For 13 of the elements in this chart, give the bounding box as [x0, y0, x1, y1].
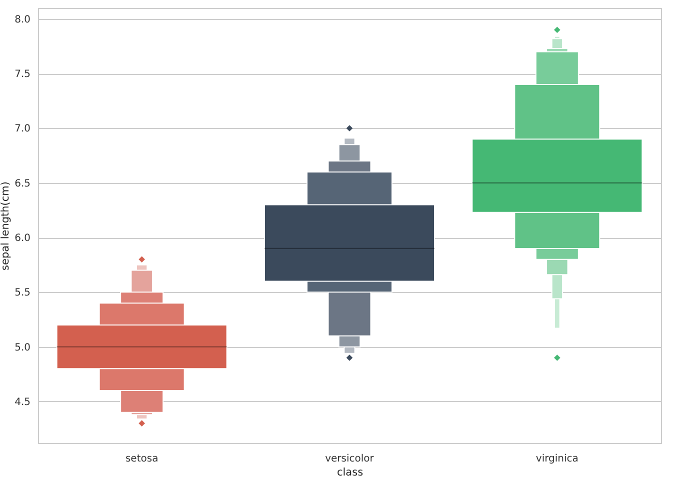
y-tick-label: 7.0: [14, 124, 30, 135]
y-tick-label: 6.5: [14, 178, 30, 190]
y-tick-label: 7.5: [14, 69, 30, 80]
y-tick-label: 8.0: [14, 14, 30, 26]
y-tick-label: 5.0: [14, 342, 30, 354]
y-tick-label: 4.5: [14, 396, 30, 408]
y-tick-label: 6.0: [14, 233, 30, 244]
y-axis-title: sepal length(cm): [0, 182, 12, 270]
x-tick-label: virginica: [536, 454, 578, 464]
x-tick-label: setosa: [125, 454, 158, 464]
y-tick-label: 5.5: [14, 288, 30, 299]
x-axis-title: class: [336, 466, 364, 478]
x-tick-label: versicolor: [325, 454, 375, 464]
